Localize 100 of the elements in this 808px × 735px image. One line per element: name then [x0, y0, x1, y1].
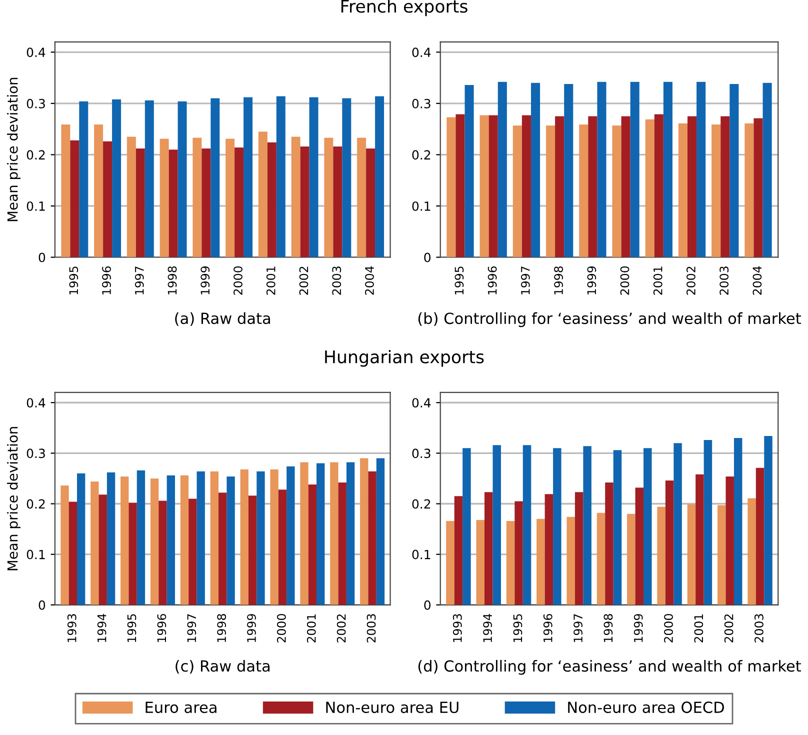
- bar: [286, 466, 295, 605]
- bar: [613, 450, 622, 605]
- bar: [720, 116, 730, 258]
- x-tick-label: 1997: [134, 266, 144, 294]
- bar: [357, 138, 366, 258]
- bar: [564, 84, 574, 258]
- bar: [258, 132, 268, 258]
- bar: [330, 462, 338, 605]
- bar: [375, 96, 384, 258]
- bar: [202, 148, 211, 258]
- bar: [522, 115, 531, 258]
- x-tick-label: 1996: [157, 614, 166, 642]
- bar: [256, 471, 265, 605]
- y-tick-label: 0.2: [26, 150, 45, 160]
- y-tick-label: 0.1: [412, 550, 430, 560]
- bar: [98, 494, 107, 605]
- bar: [234, 148, 244, 258]
- bar: [128, 502, 137, 605]
- x-tick-label: 1995: [513, 614, 522, 642]
- x-tick-label: 1996: [102, 266, 111, 294]
- x-tick-label: 1999: [634, 614, 643, 642]
- bar: [267, 142, 276, 258]
- x-tick-label: 1999: [587, 266, 596, 294]
- bar: [663, 82, 672, 258]
- x-tick-label: 2004: [752, 266, 762, 295]
- y-tick-label: 0: [38, 600, 46, 610]
- bar: [464, 84, 474, 258]
- bar: [462, 448, 471, 605]
- y-tick-label: 0.2: [412, 150, 430, 160]
- x-tick-label: 1995: [69, 266, 78, 294]
- bar: [730, 84, 739, 258]
- bar: [492, 445, 501, 605]
- bar: [366, 148, 376, 258]
- bar: [645, 119, 654, 258]
- bar: [226, 138, 235, 258]
- x-tick-label: 1997: [187, 614, 196, 642]
- bar: [77, 473, 86, 605]
- bar: [654, 114, 664, 258]
- bar: [196, 471, 205, 605]
- bar: [687, 504, 696, 605]
- bar: [512, 125, 522, 258]
- y-tick-label: 0.2: [26, 499, 45, 509]
- bar: [456, 114, 465, 258]
- bar: [136, 148, 145, 258]
- bar: [678, 123, 688, 258]
- bar: [612, 125, 622, 258]
- legend-label: Non-euro area EU: [326, 702, 458, 714]
- x-tick-label: 2001: [266, 266, 276, 295]
- bar: [621, 116, 630, 258]
- x-tick-label: 1997: [520, 266, 530, 294]
- x-tick-label: 2001: [694, 614, 704, 642]
- bar: [696, 82, 706, 258]
- x-axis-title: (a) Raw data: [175, 312, 270, 326]
- bar: [106, 472, 116, 605]
- x-tick-label: 2003: [720, 266, 729, 295]
- bar: [553, 448, 562, 605]
- x-tick-label: 2003: [332, 266, 342, 295]
- bar: [484, 492, 493, 605]
- bar: [687, 116, 697, 258]
- bar: [60, 486, 69, 605]
- bar: [103, 141, 112, 258]
- bar: [530, 82, 540, 258]
- y-tick-label: 0.1: [26, 201, 45, 211]
- y-tick-label: 0.3: [412, 98, 430, 108]
- x-tick-label: 1993: [452, 614, 462, 642]
- bar: [376, 458, 385, 605]
- bar: [536, 518, 545, 605]
- bar: [756, 468, 764, 605]
- bar: [90, 482, 99, 605]
- bar: [476, 520, 484, 605]
- y-tick-label: 0.4: [412, 398, 431, 408]
- bar: [446, 117, 456, 258]
- y-tick-label: 0.3: [26, 98, 45, 108]
- bar: [120, 476, 129, 605]
- bar: [178, 101, 187, 258]
- x-tick-label: 1996: [488, 266, 497, 294]
- bar: [748, 498, 756, 605]
- bar: [342, 98, 352, 258]
- x-axis-title: (b) Controlling for ‘easiness’ and wealth of market: [418, 312, 801, 328]
- x-tick-label: 1994: [97, 614, 106, 642]
- x-tick-label: 1995: [127, 614, 136, 642]
- x-axis-title: (c) Raw data: [176, 660, 270, 674]
- y-tick-label: 0.3: [26, 448, 45, 458]
- bar: [579, 124, 588, 258]
- bar: [674, 443, 682, 605]
- legend-label: Non-euro area OECD: [568, 702, 724, 714]
- bar: [726, 476, 734, 605]
- bar: [546, 125, 556, 258]
- y-tick-label: 0.1: [412, 201, 430, 211]
- bar: [574, 492, 584, 605]
- bar: [70, 140, 80, 258]
- bar: [734, 438, 742, 605]
- x-tick-label: 1994: [483, 614, 492, 642]
- bar: [168, 150, 178, 258]
- x-tick-label: 2001: [306, 614, 316, 642]
- bar: [61, 124, 70, 258]
- bar: [248, 496, 257, 605]
- x-tick-label: 2002: [686, 266, 696, 295]
- x-tick-label: 1998: [604, 614, 613, 642]
- bar: [166, 475, 175, 605]
